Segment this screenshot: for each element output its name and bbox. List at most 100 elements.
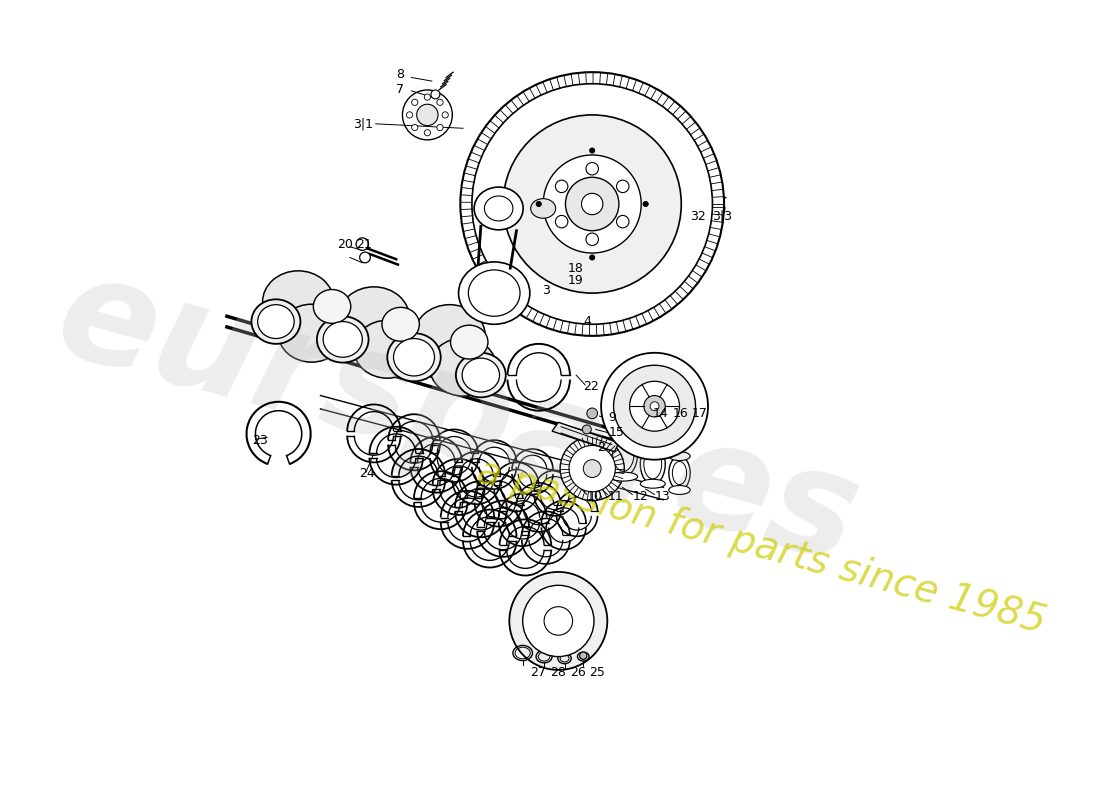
Ellipse shape [484,196,513,221]
Ellipse shape [669,452,690,461]
Circle shape [417,104,438,126]
Text: 3|3: 3|3 [713,210,733,223]
Text: 27: 27 [530,666,546,679]
Ellipse shape [354,320,420,378]
Text: 23: 23 [252,434,267,446]
Text: 16: 16 [672,407,689,420]
Circle shape [431,90,440,99]
Circle shape [583,460,601,478]
Ellipse shape [339,287,409,350]
Circle shape [713,204,722,213]
Ellipse shape [323,322,362,358]
Text: 9: 9 [608,411,616,424]
Circle shape [708,201,725,217]
Circle shape [590,148,595,154]
Ellipse shape [462,358,499,392]
Ellipse shape [387,333,441,382]
Circle shape [460,72,724,336]
Ellipse shape [530,198,556,218]
Text: 4: 4 [583,315,591,328]
Ellipse shape [252,299,300,344]
Text: 20: 20 [338,238,353,251]
Ellipse shape [609,472,638,481]
Text: 24: 24 [359,467,374,481]
Ellipse shape [640,444,666,484]
Circle shape [437,124,443,130]
Ellipse shape [469,270,520,316]
Text: 14: 14 [652,407,669,420]
Ellipse shape [414,305,485,367]
Ellipse shape [474,187,524,230]
Text: 2: 2 [597,441,605,454]
Ellipse shape [430,338,496,396]
Circle shape [503,115,681,293]
Ellipse shape [459,262,530,324]
Circle shape [565,178,619,230]
Circle shape [442,112,449,118]
Circle shape [586,162,598,175]
Ellipse shape [455,353,506,398]
Circle shape [543,155,641,253]
Text: 17: 17 [692,407,707,420]
Circle shape [472,84,713,324]
Circle shape [586,408,597,418]
Text: 26: 26 [570,666,585,679]
Circle shape [425,94,430,100]
Text: 32: 32 [690,210,706,223]
Circle shape [556,215,568,228]
Circle shape [411,99,418,106]
Ellipse shape [382,307,419,342]
Circle shape [411,124,418,130]
Circle shape [556,180,568,193]
Ellipse shape [609,430,638,477]
Circle shape [614,366,695,447]
Circle shape [522,586,594,657]
Text: eurspares: eurspares [43,243,873,592]
Text: 21: 21 [356,238,372,251]
Ellipse shape [640,479,666,488]
Ellipse shape [640,440,666,449]
Ellipse shape [278,304,345,362]
Circle shape [437,99,443,106]
Circle shape [425,130,430,136]
Text: 8: 8 [396,68,404,82]
Circle shape [582,194,603,214]
Circle shape [580,652,586,659]
Text: 25: 25 [590,666,605,679]
Text: 7: 7 [396,83,404,97]
Text: 18: 18 [568,262,583,274]
Polygon shape [552,422,619,452]
Circle shape [560,437,625,501]
Text: 15: 15 [608,426,624,439]
Text: 22: 22 [583,380,600,393]
Text: 19: 19 [568,274,583,287]
Circle shape [356,238,369,250]
Circle shape [601,353,708,460]
Circle shape [569,446,615,492]
Text: 10: 10 [586,490,603,502]
Circle shape [650,402,659,410]
Ellipse shape [257,305,294,338]
Circle shape [360,252,371,263]
Circle shape [644,395,666,417]
Circle shape [686,185,708,206]
Ellipse shape [609,426,638,434]
Circle shape [403,90,452,140]
Text: 3: 3 [542,284,550,297]
Ellipse shape [669,456,690,490]
Text: 28: 28 [550,666,566,679]
Text: a passion for parts since 1985: a passion for parts since 1985 [473,453,1049,642]
Text: 12: 12 [632,490,648,502]
Ellipse shape [317,316,368,362]
Circle shape [629,382,680,431]
Circle shape [616,180,629,193]
Ellipse shape [451,325,488,359]
Circle shape [582,425,592,434]
Circle shape [509,572,607,670]
Text: 13: 13 [654,490,670,502]
Circle shape [590,254,595,260]
Circle shape [644,202,648,206]
Circle shape [616,215,629,228]
Circle shape [586,233,598,246]
Text: 3|1: 3|1 [353,118,373,130]
